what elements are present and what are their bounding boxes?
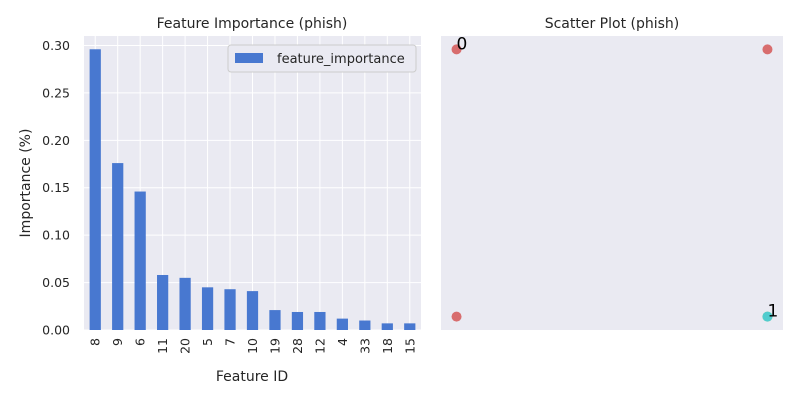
- x-tick-label: 10: [245, 338, 260, 354]
- point-annotation: 0: [457, 34, 468, 54]
- x-tick-label: 33: [357, 338, 372, 354]
- x-axis-label: Feature ID: [216, 369, 288, 385]
- scatter-point: [451, 311, 462, 322]
- scatter-axes-background: [441, 36, 783, 330]
- y-tick-label: 0.20: [42, 133, 70, 148]
- bar: [291, 311, 304, 330]
- bar: [359, 320, 371, 330]
- bar: [404, 323, 416, 330]
- legend: feature_importance: [227, 44, 417, 73]
- bar: [89, 49, 101, 331]
- x-tick-label: 28: [290, 338, 305, 354]
- scatter-point: [451, 44, 462, 55]
- y-tick-label: 0.05: [42, 275, 70, 290]
- x-tick-label: 7: [223, 338, 238, 346]
- y-tick-label: 0.25: [42, 85, 70, 100]
- y-tick-label: 0.30: [42, 38, 70, 53]
- bar: [381, 323, 393, 330]
- x-tick-label: 18: [380, 338, 395, 354]
- scatter-chart: 01 Scatter Plot (phish): [441, 16, 783, 330]
- x-tick-labels: 8 9 6 11 20 5 7 10 19 28 12 4 33 18 15: [88, 338, 418, 354]
- y-tick-label: 0.10: [42, 228, 70, 243]
- scatter-points: [451, 44, 773, 322]
- x-tick-label: 6: [133, 338, 148, 346]
- y-tick-labels: 0.00 0.05 0.10 0.15 0.20 0.25 0.30: [42, 38, 70, 338]
- legend-box: [227, 44, 417, 73]
- y-axis-label: Importance (%): [18, 129, 34, 238]
- x-tick-label: 11: [155, 338, 170, 354]
- bar: [314, 311, 326, 330]
- bar: [246, 291, 259, 330]
- bar: [201, 287, 214, 330]
- point-annotation: 1: [767, 302, 778, 322]
- x-tick-label: 4: [335, 338, 350, 346]
- x-tick-label: 20: [178, 338, 193, 354]
- x-tick-label: 12: [312, 338, 327, 354]
- bar: [157, 274, 169, 330]
- bar-chart-title: Feature Importance (phish): [157, 16, 348, 32]
- bar: [179, 277, 191, 330]
- x-tick-label: 19: [267, 338, 282, 354]
- x-tick-label: 8: [88, 338, 103, 346]
- bar: [224, 289, 236, 330]
- legend-swatch: [235, 53, 263, 63]
- x-tick-label: 9: [110, 338, 125, 346]
- x-tick-label: 15: [402, 338, 417, 354]
- scatter-point: [762, 311, 773, 322]
- bar: [112, 163, 124, 330]
- scatter-point: [762, 44, 773, 55]
- bar: [269, 310, 281, 330]
- y-tick-label: 0.00: [42, 323, 70, 338]
- y-tick-label: 0.15: [42, 180, 70, 195]
- bar: [336, 318, 348, 330]
- bar-series: [89, 49, 416, 331]
- bar: [134, 191, 146, 330]
- scatter-annotations: 01: [457, 34, 779, 321]
- x-tick-label: 5: [200, 338, 215, 346]
- legend-label: feature_importance: [277, 52, 405, 67]
- scatter-chart-title: Scatter Plot (phish): [545, 16, 680, 32]
- feature-importance-chart: 0.00 0.05 0.10 0.15 0.20 0.25 0.30 8 9 6 11 20 5 7 10…: [18, 16, 421, 385]
